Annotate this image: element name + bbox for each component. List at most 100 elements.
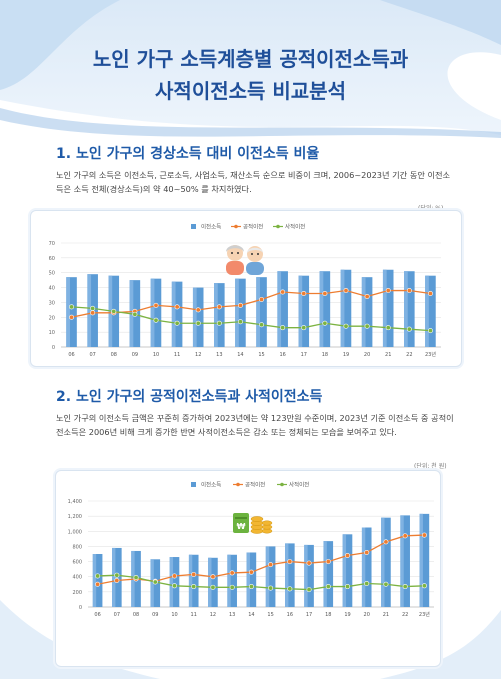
coin xyxy=(250,516,264,522)
chart-2-bar xyxy=(419,513,430,607)
chart-2-xtick-label: 10 xyxy=(171,612,177,618)
chart-1-bar-highlight xyxy=(214,283,218,347)
chart-1-bar xyxy=(361,277,373,347)
chart-2-bar xyxy=(227,554,237,607)
chart-2-point-사적이전 xyxy=(133,574,139,580)
chart-2-unit: (단위: 천 원) xyxy=(414,463,447,470)
chart-1-point-사적이전 xyxy=(280,325,286,331)
chart-1-xtick-label: 16 xyxy=(279,352,285,358)
chart-2-point-사적이전 xyxy=(152,579,158,585)
chart-2-ytick-label: 200 xyxy=(72,590,82,596)
chart-2-xtick-label: 17 xyxy=(306,612,312,618)
chart-2-xtick-label: 22 xyxy=(402,612,408,618)
chart-1-point-공적이전 xyxy=(280,289,286,295)
chart-1-point-공적이전 xyxy=(90,310,96,316)
chart-1-ytick-label: 0 xyxy=(52,345,55,351)
chart-1-point-사적이전 xyxy=(195,320,201,326)
chart-1-point-공적이전 xyxy=(406,288,412,294)
chart-2: 이전소득 공적이전 사적이전 0 200 400 600 800 1,000 1,200 1,400… xyxy=(68,481,434,618)
chart-1-bar-highlight xyxy=(361,277,366,347)
grandpa-body xyxy=(246,262,264,275)
chart-2-point-사적이전 xyxy=(268,585,274,591)
chart-1-bar-highlight xyxy=(425,275,429,347)
chart-2-bar-highlight xyxy=(304,544,308,607)
chart-1-ytick-label: 70 xyxy=(49,241,55,247)
chart-1-bar xyxy=(425,275,436,347)
chart-1-xtick-label: 14 xyxy=(237,352,243,358)
chart-2-ytick-label: 800 xyxy=(72,544,82,550)
chart-2-bar-highlight xyxy=(265,546,270,607)
chart-2-point-사적이전 xyxy=(248,584,254,590)
chart-1-point-사적이전 xyxy=(237,319,243,325)
chart-2-point-공적이전 xyxy=(287,559,293,565)
chart-2-point-사적이전 xyxy=(421,583,427,589)
chart-1-point-사적이전 xyxy=(259,322,265,328)
chart-1-point-사적이전 xyxy=(301,325,307,331)
chart-1-ytick-label: 20 xyxy=(49,315,55,321)
chart-1-unit: (단위: %) xyxy=(418,205,444,212)
chart-1-bar xyxy=(192,287,204,347)
chart-2-point-사적이전 xyxy=(383,581,389,587)
chart-2-bar-highlight xyxy=(323,541,327,607)
chart-2-legend-label-0: 이전소득 xyxy=(201,481,221,489)
chart-1-bar-highlight xyxy=(256,277,260,347)
chart-1-point-공적이전 xyxy=(216,304,222,310)
money-coins-illustration: ₩ xyxy=(233,513,273,534)
chart-2-xtick-label: 21 xyxy=(383,612,389,618)
banknote-symbol: ₩ xyxy=(237,522,246,531)
chart-2-xtick-label: 09 xyxy=(152,612,158,618)
chart-2-ytick-label: 0 xyxy=(79,605,82,611)
chart-1-ytick-label: 50 xyxy=(49,271,55,277)
chart-2-ytick-label: 400 xyxy=(72,575,82,581)
chart-2-container: 이전소득 공적이전 사적이전 0 200 400 600 800 1,000 1,200 1,400… xyxy=(55,470,441,667)
chart-1-container: 이전소득 공적이전 사적이전 0 10 20 30 40 50 60 70 06 07 08 09 10 11 1… xyxy=(30,210,462,367)
chart-1-bar xyxy=(150,278,162,347)
grandma-body xyxy=(226,261,244,275)
elderly-couple-illustration xyxy=(226,245,264,275)
chart-2-bar xyxy=(246,552,257,607)
chart-1-point-공적이전 xyxy=(343,288,349,294)
chart-2-bar xyxy=(92,554,103,607)
chart-1-ytick-label: 10 xyxy=(49,330,55,336)
chart-1-point-공적이전 xyxy=(259,296,265,302)
chart-1-point-공적이전 xyxy=(301,291,307,297)
chart-2-point-사적이전 xyxy=(402,584,408,590)
grandpa-eye xyxy=(251,253,253,255)
chart-1-xtick-label: 09 xyxy=(132,352,138,358)
chart-1-point-사적이전 xyxy=(90,305,96,311)
chart-2-point-공적이전 xyxy=(421,532,427,538)
chart-2-point-공적이전 xyxy=(210,574,216,580)
chart-2-point-사적이전 xyxy=(172,583,178,589)
chart-1-bar xyxy=(298,275,310,347)
chart-1-line-사적이전 xyxy=(71,306,431,332)
chart-2-bar xyxy=(169,557,180,607)
chart-1-legend-label-0: 이전소득 xyxy=(201,223,221,231)
chart-2-point-공적이전 xyxy=(306,560,312,566)
chart-2-xtick-label: 14 xyxy=(248,612,254,618)
chart-1-xtick-label: 15 xyxy=(258,352,264,358)
chart-1-legend-swatch-0 xyxy=(191,224,196,229)
chart-1-xtick-label: 06 xyxy=(68,352,74,358)
chart-1-bar xyxy=(235,278,246,347)
chart-1-bar xyxy=(171,281,183,347)
chart-2-bar xyxy=(381,517,391,607)
chart-2-xtick-label: 12 xyxy=(210,612,216,618)
chart-2-xtick-label: 20 xyxy=(364,612,370,618)
chart-2-bar xyxy=(400,515,410,607)
chart-1-point-공적이전 xyxy=(69,314,75,320)
chart-1-ytick-label: 60 xyxy=(49,256,55,262)
chart-1-point-공적이전 xyxy=(174,304,180,310)
chart-1-point-공적이전 xyxy=(237,302,243,308)
chart-2-point-공적이전 xyxy=(268,562,274,568)
chart-1-point-사적이전 xyxy=(174,320,180,326)
section-2-paragraph: 노인 가구의 이전소득 금액은 꾸준히 증가하여 2023년에는 약 123만원… xyxy=(56,413,454,437)
chart-2-bar-highlight xyxy=(342,534,347,607)
chart-1-point-사적이전 xyxy=(343,323,349,329)
chart-1-bar xyxy=(277,271,288,347)
chart-2-bar-highlight xyxy=(400,515,404,607)
chart-1-xtick-label: 08 xyxy=(111,352,117,358)
grandma-eye xyxy=(231,252,233,254)
chart-2-point-공적이전 xyxy=(95,581,101,587)
